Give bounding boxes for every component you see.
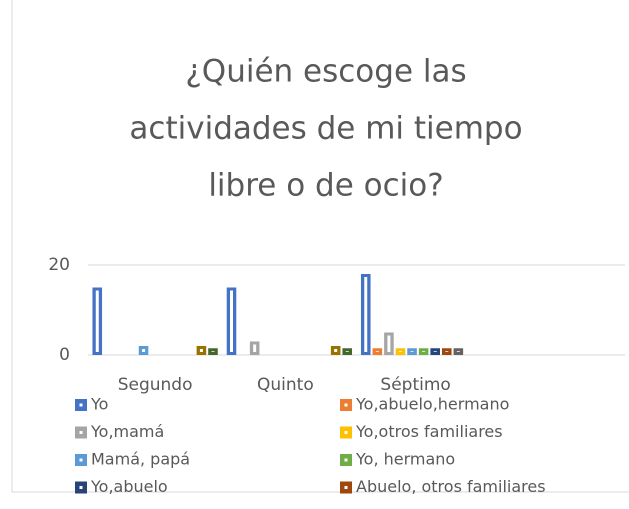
bar-highlight xyxy=(364,277,368,352)
bar-highlight xyxy=(334,349,338,352)
chart-title: libre o de ocio? xyxy=(208,168,443,204)
bar-highlight xyxy=(199,349,203,352)
legend-label: Yo,abuelo,hermano xyxy=(355,395,509,414)
bar-highlight xyxy=(422,351,426,352)
bar-highlight xyxy=(375,351,379,352)
legend-label: Mamá, papá xyxy=(91,450,190,469)
bar-highlight xyxy=(345,351,349,352)
legend-label: Yo, hermano xyxy=(355,450,455,469)
chart-title: actividades de mi tiempo xyxy=(129,111,522,147)
y-tick-label: 20 xyxy=(48,255,70,275)
bar-highlight xyxy=(445,351,449,352)
legend-swatch-inner xyxy=(344,431,348,434)
legend-swatch-inner xyxy=(79,431,83,434)
bar-highlight xyxy=(211,351,215,352)
legend-swatch-inner xyxy=(79,458,83,462)
bar-highlight xyxy=(253,344,257,352)
chart-title: ¿Quién escoge las xyxy=(185,54,466,90)
bar-highlight xyxy=(433,351,437,352)
legend-swatch-inner xyxy=(344,403,348,407)
chart-frame xyxy=(11,0,629,493)
legend-label: Yo xyxy=(90,395,108,414)
bar-highlight xyxy=(456,351,460,352)
bar-highlight xyxy=(142,349,146,352)
bar-highlight xyxy=(387,335,391,352)
legend-swatch-inner xyxy=(79,486,83,489)
bar-highlight xyxy=(95,290,99,352)
bar-highlight xyxy=(398,351,402,352)
legend-swatch-inner xyxy=(79,403,83,407)
bar-highlight xyxy=(410,351,414,352)
bar-highlight xyxy=(230,290,234,352)
legend-label: Abuelo, otros familiares xyxy=(356,477,546,496)
legend-swatch-inner xyxy=(344,458,348,462)
y-tick-label: 0 xyxy=(59,345,70,365)
x-tick-label: Séptimo xyxy=(380,375,450,395)
x-tick-label: Segundo xyxy=(118,375,193,395)
legend-label: Yo,abuelo xyxy=(90,477,168,496)
legend-label: Yo,mamá xyxy=(90,422,164,441)
legend-label: Yo,otros familiares xyxy=(355,422,503,441)
legend-swatch-inner xyxy=(344,486,348,489)
x-tick-label: Quinto xyxy=(257,375,314,395)
